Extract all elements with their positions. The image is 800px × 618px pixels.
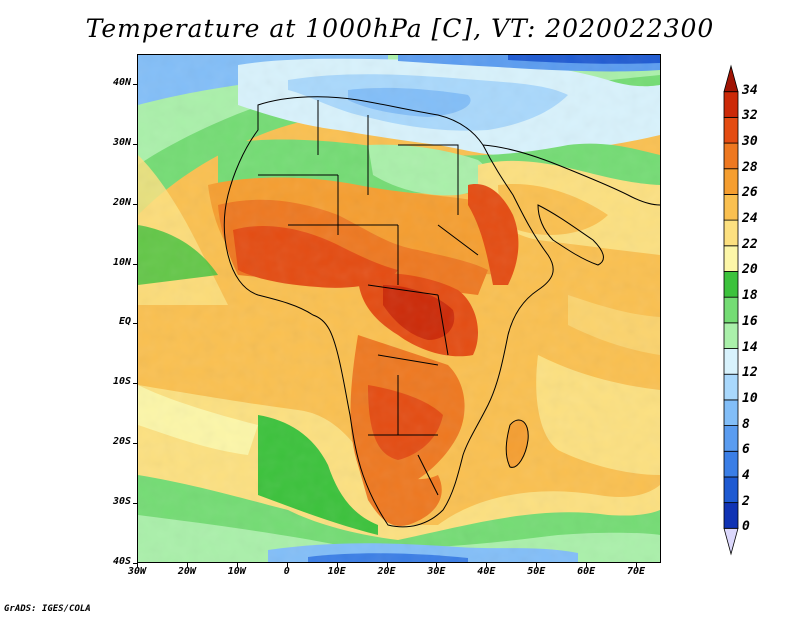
colorbar-segment — [723, 296, 739, 324]
map-plot-area — [137, 54, 661, 563]
colorbar-segment — [723, 527, 739, 556]
colorbar-segment — [723, 116, 739, 144]
colorbar-tick-label: 6 — [742, 442, 750, 458]
colorbar-tick-label: 12 — [742, 365, 758, 381]
lon-tick — [636, 563, 638, 567]
colorbar-segment — [723, 322, 739, 349]
colorbar-segment — [723, 142, 739, 170]
colorbar-tick-label: 24 — [742, 211, 758, 227]
colorbar-segment — [723, 373, 739, 401]
temperature-field — [138, 55, 660, 562]
lon-tick-label: 30E — [427, 566, 446, 577]
lat-tick — [133, 563, 137, 564]
colorbar-segment — [723, 450, 739, 478]
lat-tick-label: 30S — [112, 496, 131, 508]
lon-tick — [336, 563, 338, 567]
colorbar-tick-label: 26 — [742, 185, 758, 201]
colorbar-tick-label: 2 — [742, 493, 750, 509]
lat-tick-label: 40S — [112, 556, 131, 567]
lon-tick-label: 40E — [477, 566, 496, 577]
lon-tick — [286, 563, 288, 567]
lon-tick-label: 30W — [127, 566, 147, 577]
map-title: Temperature at 1000hPa [C], VT: 20200223… — [85, 14, 715, 43]
colorbar-segment — [723, 64, 739, 93]
grads-credit: GrADS: IGES/COLA — [4, 604, 91, 614]
lat-tick — [133, 503, 137, 505]
lat-tick-label: 30N — [112, 136, 131, 148]
colorbar-tick-label: 8 — [742, 416, 750, 432]
lon-tick — [236, 563, 238, 567]
colorbar-tick-label: 28 — [742, 159, 758, 175]
lat-tick — [133, 263, 137, 265]
lat-tick-label: EQ — [118, 316, 131, 328]
lon-tick — [137, 563, 138, 567]
lon-tick — [486, 563, 488, 567]
lon-tick-label: 20E — [377, 566, 396, 577]
lon-tick — [586, 563, 588, 567]
lat-tick-label: 10S — [112, 376, 131, 388]
lon-tick-label: 20W — [177, 566, 196, 577]
colorbar-tick-label: 14 — [742, 339, 758, 355]
colorbar-segment — [723, 399, 739, 426]
colorbar-tick-label: 18 — [742, 288, 758, 304]
colorbar-segment — [723, 502, 739, 529]
lon-tick-label: 60E — [577, 566, 596, 577]
colorbar-segment — [723, 348, 739, 375]
colorbar-segment — [723, 245, 739, 272]
colorbar-tick-label: 30 — [742, 134, 758, 150]
lon-tick — [186, 563, 188, 567]
lat-tick — [133, 83, 137, 85]
lat-tick — [133, 443, 137, 445]
lon-tick-label: 70E — [627, 566, 646, 577]
colorbar-segment — [723, 219, 739, 247]
lon-tick-label: 0 — [283, 566, 290, 577]
lon-tick — [436, 563, 438, 567]
lon-tick — [386, 563, 388, 567]
lon-tick — [536, 563, 538, 567]
colorbar-tick-label: 22 — [742, 236, 758, 252]
colorbar-segment — [723, 476, 739, 504]
colorbar-segment — [723, 168, 739, 195]
colorbar-tick-label: 20 — [742, 262, 758, 278]
colorbar-tick-label: 34 — [742, 82, 758, 98]
colorbar-tick-label: 0 — [742, 519, 750, 535]
lat-tick — [133, 143, 137, 145]
lat-tick-label: 20N — [112, 196, 131, 208]
lat-tick-label: 20S — [112, 436, 131, 448]
coastlines — [223, 96, 660, 528]
lat-tick — [133, 323, 137, 325]
colorbar-tick-label: 32 — [742, 108, 758, 124]
colorbar-segment — [723, 271, 739, 298]
lon-tick-label: 50E — [527, 566, 546, 577]
colorbar-tick-label: 10 — [742, 390, 758, 406]
lon-tick-label: 10W — [227, 566, 246, 577]
colorbar-tick-label: 16 — [742, 313, 758, 329]
lat-tick-label: 10N — [112, 256, 131, 268]
lat-tick — [133, 383, 137, 385]
colorbar-tick-label: 4 — [742, 467, 750, 483]
colorbar-segment — [723, 425, 739, 452]
lat-tick-label: 40N — [112, 76, 131, 88]
lon-tick-label: 10E — [327, 566, 346, 577]
colorbar-segment — [723, 91, 739, 118]
lat-tick — [133, 203, 137, 205]
colorbar-segment — [723, 194, 739, 221]
colorbar — [723, 64, 739, 556]
